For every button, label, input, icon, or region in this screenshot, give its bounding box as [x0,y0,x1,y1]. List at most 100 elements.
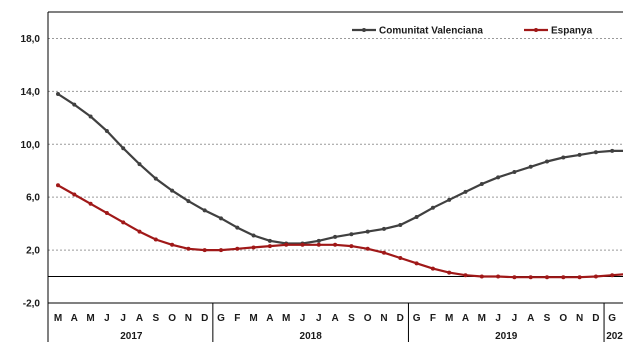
data-point [267,238,272,243]
x-tick-label: D [397,313,404,324]
data-point [251,245,256,250]
x-tick-label: N [185,313,192,324]
x-tick-label: A [71,313,78,324]
x-tick-label: M [445,313,453,324]
data-point [430,266,435,271]
data-point [365,229,370,234]
data-point [251,233,256,238]
x-tick-label: M [478,313,486,324]
data-point [316,242,321,247]
x-tick-label: S [544,313,551,324]
data-point [382,250,386,255]
data-point [104,129,109,134]
x-tick-label: A [331,313,338,324]
data-point [593,150,598,155]
data-point [88,201,93,206]
series-line [57,184,623,279]
y-tick-label: 2,0 [26,246,40,257]
x-tick-label: J [316,313,322,324]
data-point [430,205,435,210]
x-tick-label: F [234,313,240,324]
data-point [300,242,305,247]
data-point [88,114,93,119]
data-point [447,270,452,275]
data-point [186,246,191,251]
x-tick-label: D [201,313,208,324]
y-tick-label: 6,0 [26,193,40,204]
data-point [316,238,321,243]
legend: Comunitat Valenciana Espanya [352,26,593,37]
x-tick-label: M [249,313,257,324]
x-tick-label: J [512,313,518,324]
data-point [219,216,223,221]
data-point [121,220,126,225]
legend-label: Espanya [551,26,593,37]
data-point [137,162,142,167]
data-point [545,275,549,280]
axes [47,11,623,342]
data-point [153,237,158,242]
x-tick-label: F [430,313,436,324]
series-line [57,93,623,245]
data-point [349,244,354,249]
data-point [414,261,419,266]
x-tick-label: A [136,313,143,324]
data-point [72,102,77,107]
data-point [593,274,598,279]
data-point [202,208,207,213]
x-tick-label: G [217,313,225,324]
data-point [202,248,207,253]
x-tick-label: M [54,313,62,324]
y-axis-ticks: 18,0 14,0 10,0 6,0 2,0 -2,0 [21,34,41,310]
data-point [137,229,142,234]
data-point [528,275,533,280]
legend-label: Comunitat Valenciana [379,26,483,37]
data-point [219,248,223,253]
y-tick-label: 18,0 [21,34,41,45]
data-point [365,246,370,251]
data-point [56,183,60,188]
series-lines [56,92,623,280]
y-tick-label: 14,0 [21,87,41,98]
data-point [479,274,484,279]
data-point [561,275,566,280]
data-point [414,215,419,220]
x-tick-label: N [380,313,387,324]
data-point [170,188,175,193]
x-tick-label: J [300,313,306,324]
x-tick-label: G [608,313,616,324]
x-tick-label: N [576,313,583,324]
legend-marker [534,28,538,32]
data-point [284,242,289,247]
data-point [56,92,60,97]
data-point [382,226,386,231]
data-point [512,275,517,280]
x-tick-label: J [495,313,501,324]
grid [48,37,623,251]
data-point [577,152,582,157]
x-tick-label: M [86,313,94,324]
x-tick-label: A [266,313,273,324]
x-tick-label: S [152,313,159,324]
x-axis: MAMJJASONDGFMAMJJASONDGFMAMJJASONDGF2017… [54,303,623,342]
data-point [479,181,484,186]
x-tick-label: O [364,313,372,324]
legend-marker [362,28,366,32]
x-tick-label: O [168,313,176,324]
data-point [153,176,158,181]
data-point [447,197,452,202]
data-point [267,244,272,249]
x-group-label: 2018 [300,331,323,342]
data-point [186,199,191,204]
data-point [398,222,403,227]
x-tick-label: A [462,313,469,324]
data-point [235,225,240,230]
x-tick-label: J [120,313,126,324]
x-tick-label: O [559,313,567,324]
x-tick-label: J [104,313,110,324]
y-tick-label: -2,0 [23,299,41,310]
data-point [72,192,77,197]
x-tick-label: G [413,313,421,324]
data-point [170,242,175,247]
data-point [610,273,615,278]
